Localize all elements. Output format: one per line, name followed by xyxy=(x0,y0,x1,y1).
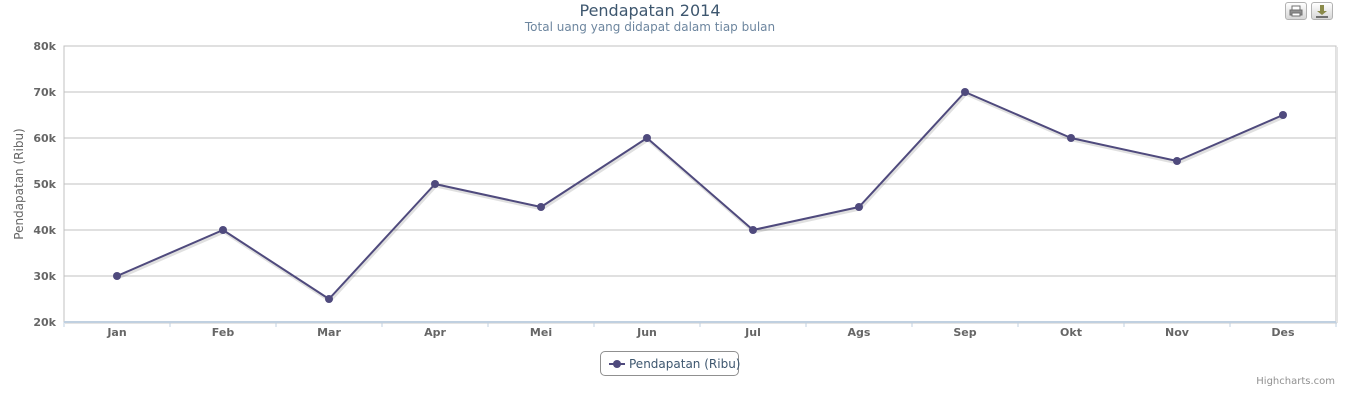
series-line xyxy=(116,91,1284,300)
data-point-ags[interactable] xyxy=(855,203,863,211)
x-tick-label: Nov xyxy=(1165,326,1190,339)
x-tick-label: Sep xyxy=(953,326,976,339)
x-tick-label: Des xyxy=(1271,326,1295,339)
print-button[interactable] xyxy=(1285,2,1307,20)
data-point-jun[interactable] xyxy=(643,134,651,142)
data-point-mei[interactable] xyxy=(537,203,545,211)
data-point-okt[interactable] xyxy=(1067,134,1075,142)
data-point-jul[interactable] xyxy=(749,226,757,234)
data-point-mar[interactable] xyxy=(325,295,333,303)
x-tick-label: Mei xyxy=(530,326,552,339)
data-point-feb[interactable] xyxy=(219,226,227,234)
x-tick-label: Jan xyxy=(106,326,126,339)
y-tick-label: 70k xyxy=(33,86,56,99)
y-tick-label: 20k xyxy=(33,316,56,329)
y-tick-label: 50k xyxy=(33,178,56,191)
download-icon xyxy=(1316,5,1328,18)
printer-icon xyxy=(1289,5,1303,17)
y-tick-label: 60k xyxy=(33,132,56,145)
y-tick-label: 40k xyxy=(33,224,56,237)
x-tick-label: Ags xyxy=(848,326,871,339)
legend-label: Pendapatan (Ribu) xyxy=(629,357,741,371)
export-button[interactable] xyxy=(1311,2,1333,20)
chart-subtitle: Total uang yang didapat dalam tiap bulan xyxy=(524,20,776,34)
y-axis-title: Pendapatan (Ribu) xyxy=(12,128,26,239)
data-point-jan[interactable] xyxy=(113,272,121,280)
legend-item[interactable]: Pendapatan (Ribu) xyxy=(600,351,741,376)
data-point-nov[interactable] xyxy=(1173,157,1181,165)
x-tick-label: Jun xyxy=(636,326,657,339)
x-tick-label: Apr xyxy=(424,326,446,339)
chart-title: Pendapatan 2014 xyxy=(579,1,721,20)
legend-marker-symbol xyxy=(613,360,621,368)
data-point-des[interactable] xyxy=(1279,111,1287,119)
x-tick-label: Feb xyxy=(212,326,235,339)
x-tick-label: Okt xyxy=(1060,326,1082,339)
y-tick-label: 30k xyxy=(33,270,56,283)
y-tick-label: 80k xyxy=(33,40,56,53)
x-tick-label: Jul xyxy=(744,326,761,339)
data-point-sep[interactable] xyxy=(961,88,969,96)
x-tick-label: Mar xyxy=(317,326,341,339)
data-point-apr[interactable] xyxy=(431,180,439,188)
credits-link[interactable]: Highcharts.com xyxy=(1256,376,1335,387)
